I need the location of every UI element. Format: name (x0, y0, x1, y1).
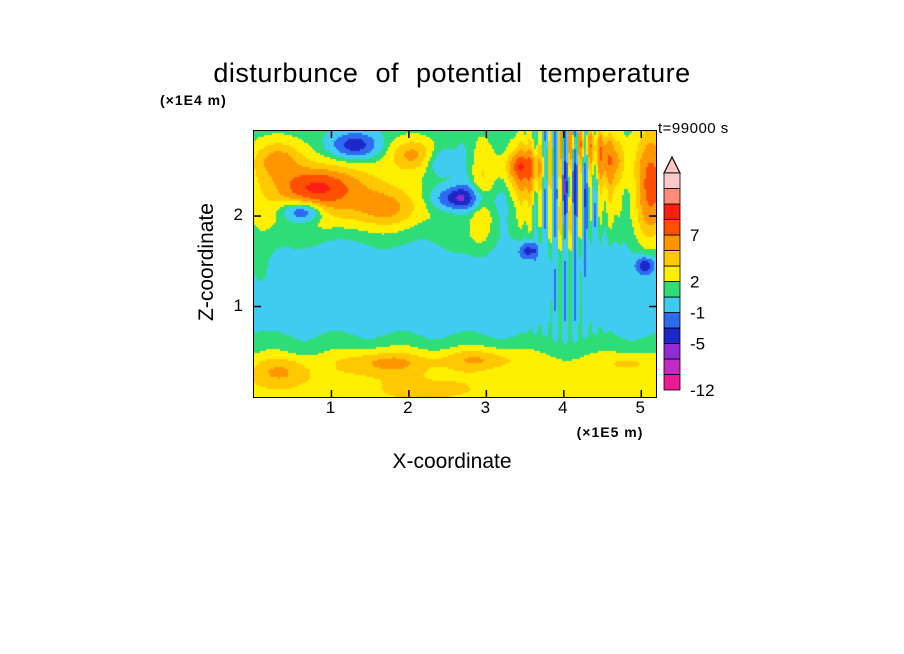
x-tick-label: 4 (558, 398, 568, 417)
time-annotation: t=99000 s (658, 120, 729, 137)
colorbar-segment (663, 358, 681, 375)
y-axis-label: Z-coordinate (195, 203, 218, 321)
colorbar-segment (663, 203, 681, 220)
colorbar-segment (663, 234, 681, 251)
colorbar-segment (663, 265, 681, 282)
colorbar-segment (663, 374, 681, 391)
x-tick-label: 3 (480, 398, 491, 417)
contour-field-canvas (254, 131, 656, 397)
colorbar-label: -12 (690, 381, 715, 400)
colorbar-segment (663, 219, 681, 236)
colorbar-segment (663, 343, 681, 360)
colorbar-segment (663, 281, 681, 298)
colorbar-segment (663, 188, 681, 205)
z-tick-label: 1 (233, 295, 243, 315)
x-tick-label: 2 (403, 398, 413, 417)
colorbar-label: 2 (690, 273, 699, 292)
colorbar-segment (663, 296, 681, 313)
colorbar-segment (663, 172, 681, 189)
chart-title: disturbunce of potential temperature (213, 58, 691, 88)
x-tick-label: 1 (325, 398, 336, 417)
plot-area (253, 130, 657, 398)
colorbar-label: 7 (690, 226, 699, 245)
x-axis-unit: (×1E5 m) (576, 424, 644, 440)
y-axis-unit: (×1E4 m) (160, 92, 227, 108)
x-tick-label: 5 (635, 398, 646, 417)
colorbar-label: -5 (690, 335, 705, 354)
colorbar: 7 2 -1 -5 -12 (663, 155, 715, 400)
colorbar-label: -1 (690, 304, 705, 323)
colorbar-segment (663, 250, 681, 267)
colorbar-tip (663, 155, 681, 174)
x-axis-label: X-coordinate (392, 450, 512, 473)
axis-ticks (254, 131, 656, 397)
z-tick-label: 2 (233, 205, 243, 225)
colorbar-segment (663, 327, 681, 344)
colorbar-segment (663, 312, 681, 329)
